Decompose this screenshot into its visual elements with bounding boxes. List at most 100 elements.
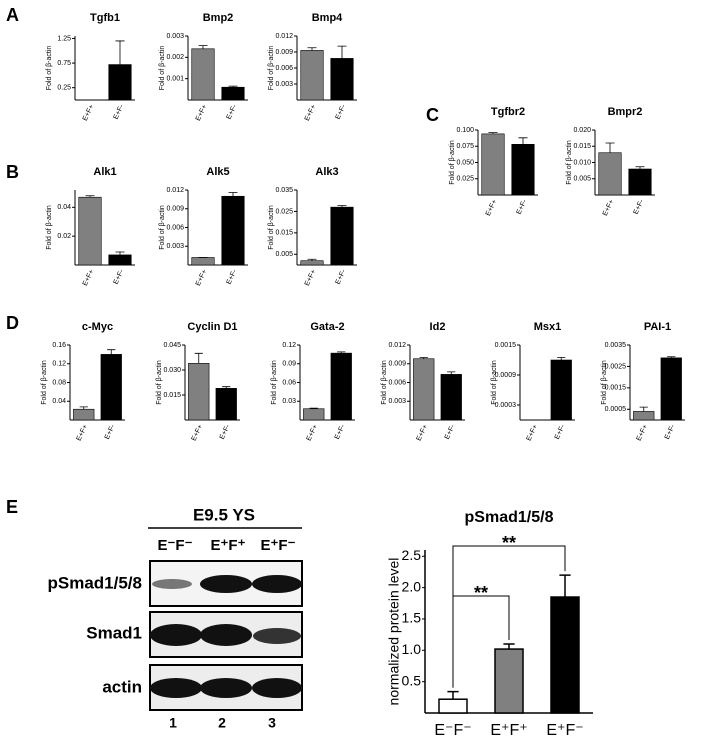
significance-label: **	[502, 533, 516, 553]
error-bar	[228, 192, 238, 197]
x-tick-label: E+F-	[226, 268, 239, 285]
y-axis-label: Fold of β-actin	[46, 46, 53, 91]
lane-number: 1	[169, 715, 177, 731]
error-bar	[307, 47, 317, 51]
x-tick-label: E+F+	[304, 104, 318, 122]
x-tick-label: E+F-	[554, 423, 567, 440]
x-tick-label: E+F+	[304, 269, 318, 287]
chart-title: Gata-2	[310, 321, 344, 333]
x-tick-label: E+F-	[664, 423, 677, 440]
error-bar	[107, 349, 116, 355]
lane-label: E⁺F⁻	[260, 537, 295, 554]
y-tick-label: 0.006	[166, 224, 184, 231]
band	[252, 678, 302, 698]
x-tick-label: E+F+	[191, 424, 205, 442]
bar	[221, 195, 245, 266]
bar	[330, 206, 354, 266]
y-tick-label: 0.25	[57, 85, 71, 92]
row-label: actin	[102, 677, 142, 696]
y-axis-label: Fold of β-actin	[41, 360, 48, 405]
y-tick-label: 0.0009	[495, 372, 517, 379]
chart-title: Alk1	[93, 166, 116, 178]
y-tick-label: 0.003	[275, 81, 293, 88]
error-bar	[518, 137, 528, 145]
error-bar	[557, 357, 566, 360]
x-tick-label: E⁻F⁻	[434, 722, 471, 739]
x-tick-label: E+F+	[602, 199, 616, 217]
x-tick-label: E+F+	[82, 269, 96, 287]
band	[200, 624, 252, 646]
y-tick-label: 0.5	[402, 672, 422, 688]
y-tick-label: 0.009	[388, 361, 406, 368]
chart-title: Cyclin D1	[187, 321, 237, 333]
y-axis-label: Fold of β-actin	[381, 360, 388, 405]
error-bar	[85, 195, 95, 198]
panel-label: D	[6, 313, 19, 333]
lane-label: E⁺F⁺	[210, 537, 245, 554]
error-bar	[488, 132, 498, 134]
bar	[78, 196, 102, 266]
lane-label: E⁻F⁻	[157, 537, 192, 554]
y-tick-label: 0.012	[388, 342, 406, 349]
y-tick-label: 0.03	[282, 398, 296, 405]
x-tick-label: E+F-	[335, 103, 348, 120]
x-tick-label: E+F-	[113, 103, 126, 120]
y-tick-label: 0.09	[282, 361, 296, 368]
bar	[108, 64, 132, 101]
bar	[481, 133, 505, 196]
error-bar	[115, 251, 125, 255]
x-tick-label: E+F-	[516, 198, 529, 215]
band	[252, 575, 302, 593]
y-axis-label: Fold of β-actin	[268, 46, 275, 91]
bar	[628, 168, 652, 196]
y-tick-label: 0.003	[166, 33, 184, 40]
x-tick-label: E⁺F⁺	[490, 722, 527, 739]
y-tick-label: 0.030	[163, 367, 181, 374]
y-tick-label: 0.006	[275, 65, 293, 72]
bar	[303, 408, 325, 421]
y-tick-label: 0.035	[275, 187, 293, 194]
bar	[550, 359, 572, 421]
x-tick-label: E+F-	[444, 423, 457, 440]
y-tick-label: 1.5	[402, 610, 422, 626]
error-bar	[115, 40, 125, 65]
y-tick-label: 0.002	[166, 54, 184, 61]
x-tick-label: E+F+	[82, 104, 96, 122]
bar	[108, 254, 132, 266]
band	[152, 579, 192, 589]
error-bar	[337, 351, 346, 354]
error-bar	[337, 205, 347, 208]
error-bar	[635, 166, 645, 169]
y-axis-label: Fold of β-actin	[271, 360, 278, 405]
chart-title: PAI-1	[644, 321, 671, 333]
bar	[413, 358, 435, 421]
panel-label: B	[6, 162, 19, 182]
error-bar	[194, 352, 203, 364]
chart-title: Bmp2	[203, 12, 234, 24]
y-tick-label: 0.0015	[495, 342, 517, 349]
x-tick-label: E+F+	[526, 424, 540, 442]
bar	[660, 357, 682, 421]
chart-title: pSmad1/5/8	[465, 509, 554, 526]
error-bar	[559, 574, 571, 598]
bar	[550, 596, 580, 714]
y-tick-label: 0.020	[573, 127, 591, 134]
y-tick-label: 0.009	[275, 49, 293, 56]
y-tick-label: 0.06	[282, 379, 296, 386]
chart-title: c-Myc	[82, 321, 113, 333]
western-blot: E9.5 YS E⁻F⁻ E⁺F⁺ E⁺F⁻ pSmad1/5/8 Smad1 …	[48, 505, 303, 731]
x-tick-label: E+F-	[219, 423, 232, 440]
bar	[191, 48, 215, 101]
chart-title: Alk3	[315, 166, 338, 178]
band	[200, 575, 252, 593]
x-tick-label: E+F-	[334, 423, 347, 440]
band	[150, 624, 202, 646]
y-tick-label: 0.050	[456, 159, 474, 166]
x-tick-label: E+F+	[306, 424, 320, 442]
y-tick-label: 0.015	[573, 143, 591, 150]
bar	[633, 411, 655, 421]
chart-title: Bmpr2	[608, 106, 643, 118]
y-tick-label: 0.0003	[495, 402, 517, 409]
error-bar	[447, 371, 456, 375]
y-tick-label: 0.0005	[605, 406, 627, 413]
